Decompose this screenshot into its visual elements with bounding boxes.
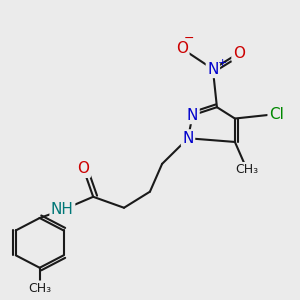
Text: +: +: [218, 58, 227, 68]
Text: O: O: [77, 161, 89, 176]
Text: N: N: [187, 108, 198, 123]
Text: N: N: [207, 61, 219, 76]
Text: Cl: Cl: [269, 107, 284, 122]
Text: CH₃: CH₃: [236, 163, 259, 176]
Text: O: O: [176, 41, 188, 56]
Text: N: N: [182, 131, 194, 146]
Text: O: O: [233, 46, 245, 61]
Text: NH: NH: [51, 202, 74, 217]
Text: CH₃: CH₃: [28, 282, 51, 295]
Text: −: −: [183, 32, 194, 45]
